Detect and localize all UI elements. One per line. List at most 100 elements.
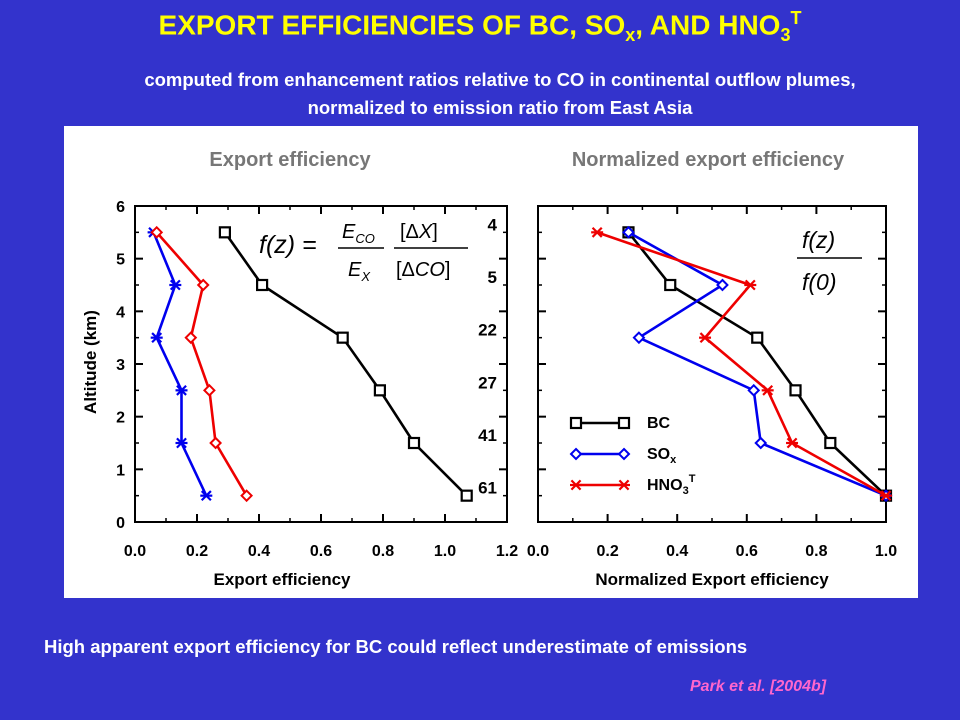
right-x-axis-label: Normalized Export efficiency xyxy=(595,570,829,589)
sample-count-label: 27 xyxy=(478,373,497,392)
sample-count-label: 22 xyxy=(478,321,497,340)
sample-count-label: 41 xyxy=(478,426,497,445)
right-data-point-bc xyxy=(664,278,677,292)
y-tick-label: 5 xyxy=(116,252,125,269)
svg-text:f(z): f(z) xyxy=(802,227,835,253)
chart-figure: Export efficiency Normalized export effi… xyxy=(81,149,897,589)
right-data-point-bc xyxy=(824,436,837,450)
svg-text:[ΔX]: [ΔX] xyxy=(400,221,438,243)
legend-marker-bc xyxy=(617,416,631,430)
right-data-point-sox xyxy=(622,225,635,239)
svg-text:ECO: ECO xyxy=(342,221,375,246)
legend-item-sox: SOx xyxy=(569,446,677,466)
left-data-point-sox xyxy=(175,437,188,449)
sample-count-label: 61 xyxy=(478,479,497,498)
y-tick-label: 6 xyxy=(116,199,125,216)
right-data-point-hno3t xyxy=(880,490,892,502)
left-plot-frame xyxy=(134,205,508,523)
left-x-tick-label: 0.0 xyxy=(124,543,146,560)
left-x-tick-label: 0.6 xyxy=(310,543,332,560)
legend-marker-sox xyxy=(569,447,583,461)
left-x-tick-label: 0.2 xyxy=(186,543,208,560)
y-tick-label: 0 xyxy=(116,515,125,532)
chart-panel: Export efficiency Normalized export effi… xyxy=(64,126,918,598)
right-data-point-hno3t xyxy=(744,279,757,291)
y-tick-label: 2 xyxy=(116,410,125,427)
right-data-point-sox xyxy=(754,436,768,450)
legend-label-sox: SOx xyxy=(647,446,677,466)
right-data-point-sox xyxy=(716,278,729,292)
left-data-point-hno3t xyxy=(196,278,210,292)
left-data-point-sox xyxy=(175,384,188,396)
right-x-tick-label: 0.8 xyxy=(805,543,827,560)
left-data-point-bc xyxy=(373,384,386,397)
y-axis-label: Altitude (km) xyxy=(81,310,100,414)
legend-marker-hno3t xyxy=(570,479,582,491)
left-series-line-sox xyxy=(152,231,208,497)
left-data-point-hno3t xyxy=(150,225,164,239)
right-data-point-hno3t xyxy=(591,226,604,238)
right-x-tick-label: 1.0 xyxy=(875,543,897,560)
left-formula: f(z) = ECO EX [ΔX] [ΔCO] xyxy=(259,221,468,284)
left-x-tick-label: 0.4 xyxy=(248,543,270,560)
left-data-point-bc xyxy=(256,278,269,292)
left-x-axis-label: Export efficiency xyxy=(214,570,352,589)
left-x-tick-label: 1.0 xyxy=(434,543,456,560)
legend-marker-sox xyxy=(617,447,631,461)
right-data-point-hno3t xyxy=(699,332,712,344)
legend-label-hno3t: HNO3T xyxy=(647,473,696,497)
left-data-point-sox xyxy=(150,332,163,344)
right-data-point-hno3t xyxy=(761,384,774,396)
left-data-point-hno3t xyxy=(240,489,254,503)
right-data-point-bc xyxy=(751,331,764,344)
left-x-tick-label: 0.8 xyxy=(372,543,394,560)
legend-label-bc: BC xyxy=(647,415,671,432)
left-x-tick-label: 1.2 xyxy=(496,543,518,560)
footer-note: High apparent export efficiency for BC c… xyxy=(44,636,748,657)
left-panel-title: Export efficiency xyxy=(209,149,371,171)
y-tick-label: 3 xyxy=(116,357,125,374)
y-tick-label: 4 xyxy=(116,304,125,321)
legend: BC SOx HNO3T xyxy=(569,415,696,497)
right-formula: f(z) f(0) xyxy=(797,227,862,295)
page-subtitle: computed from enhancement ratios relativ… xyxy=(0,66,960,122)
right-series-line-sox xyxy=(627,231,887,497)
y-tick-label: 1 xyxy=(116,462,125,479)
left-series-line-bc xyxy=(223,231,468,497)
svg-text:[ΔCO]: [ΔCO] xyxy=(396,259,450,281)
left-data-point-bc xyxy=(407,436,421,450)
legend-marker-hno3t xyxy=(618,479,630,491)
svg-text:f(z) =: f(z) = xyxy=(259,231,317,259)
legend-marker-bc xyxy=(569,416,583,430)
left-data-point-bc xyxy=(218,226,231,239)
left-data-point-bc xyxy=(336,331,349,344)
left-data-point-hno3t xyxy=(184,331,198,345)
left-data-point-sox xyxy=(200,490,213,502)
left-data-point-sox xyxy=(169,279,182,291)
sample-count-label: 5 xyxy=(488,268,497,287)
left-data-point-hno3t xyxy=(209,436,223,450)
left-series-line-hno3t xyxy=(155,231,248,497)
right-data-point-bc xyxy=(789,384,802,397)
page-title: EXPORT EFFICIENCIES OF BC, SOx, AND HNO3… xyxy=(158,8,802,45)
svg-text:EX: EX xyxy=(348,259,371,284)
right-data-point-sox xyxy=(747,383,761,397)
right-x-tick-label: 0.2 xyxy=(596,543,618,560)
subtitle-line-2: normalized to emission ratio from East A… xyxy=(307,97,693,118)
right-panel-title: Normalized export efficiency xyxy=(572,149,845,171)
left-data-point-bc xyxy=(460,489,473,502)
legend-item-hno3t: HNO3T xyxy=(570,473,696,497)
right-series-line-hno3t xyxy=(596,231,887,497)
subtitle-line-1: computed from enhancement ratios relativ… xyxy=(144,69,856,90)
right-data-point-sox xyxy=(632,331,646,345)
citation: Park et al. [2004b] xyxy=(690,678,827,695)
left-data-point-hno3t xyxy=(202,383,216,397)
sample-count-label: 4 xyxy=(488,215,498,234)
right-x-tick-label: 0.6 xyxy=(736,543,758,560)
legend-item-bc: BC xyxy=(569,415,671,432)
right-x-tick-label: 0.4 xyxy=(666,543,688,560)
right-series-line-bc xyxy=(627,231,887,497)
svg-text:f(0): f(0) xyxy=(802,269,837,295)
right-x-tick-label: 0.0 xyxy=(527,543,549,560)
right-data-point-hno3t xyxy=(786,437,799,449)
